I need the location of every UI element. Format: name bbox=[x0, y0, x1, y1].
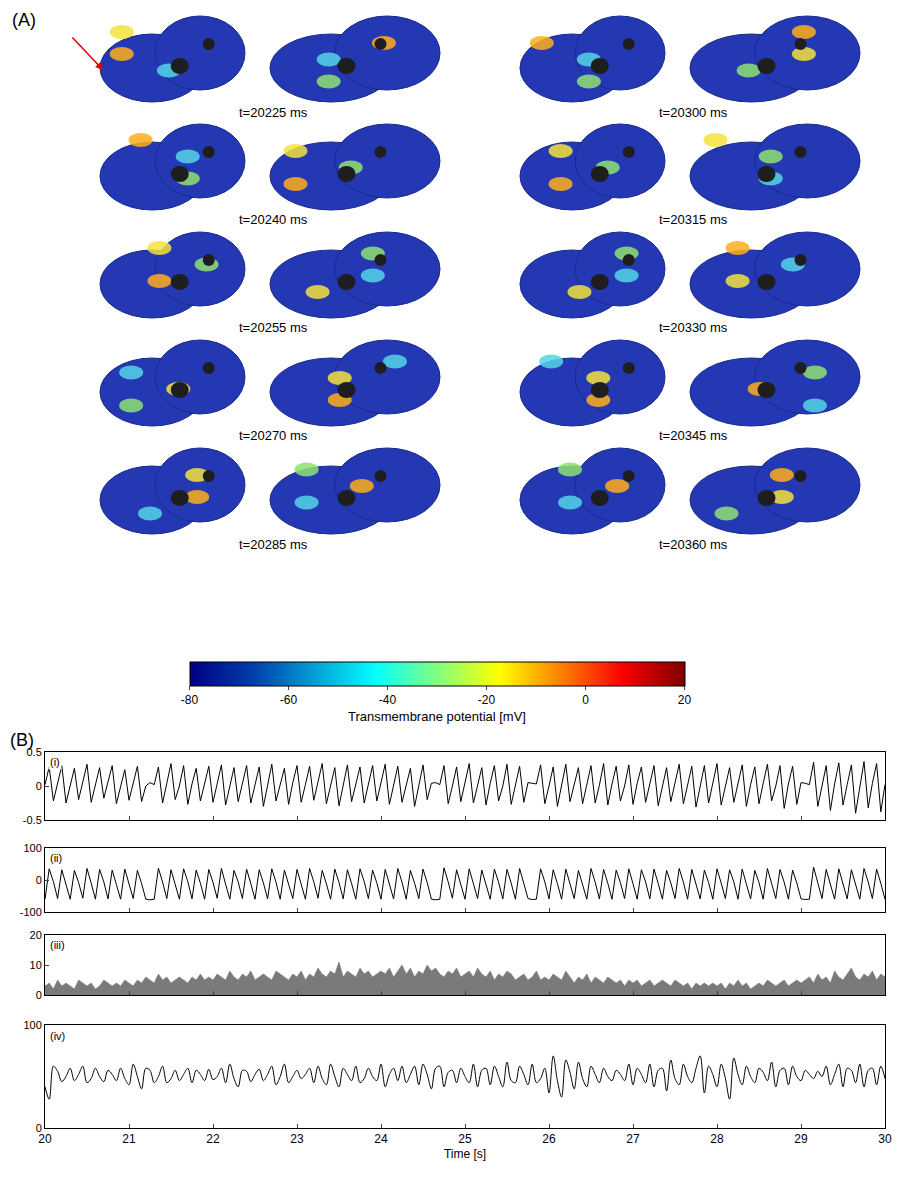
svg-text:(i): (i) bbox=[50, 756, 60, 768]
svg-text:t=20330 ms: t=20330 ms bbox=[659, 320, 728, 335]
svg-text:Transmembrane potential [mV]: Transmembrane potential [mV] bbox=[348, 709, 526, 724]
svg-text:0.5: 0.5 bbox=[27, 746, 42, 758]
svg-text:0: 0 bbox=[36, 874, 42, 886]
svg-text:21: 21 bbox=[122, 1132, 136, 1146]
svg-text:-100: -100 bbox=[20, 906, 42, 918]
svg-text:t=20270 ms: t=20270 ms bbox=[239, 428, 308, 443]
svg-text:t=20225 ms: t=20225 ms bbox=[239, 105, 308, 120]
svg-text:23: 23 bbox=[290, 1132, 304, 1146]
svg-text:10: 10 bbox=[30, 959, 42, 971]
svg-text:0: 0 bbox=[36, 1122, 42, 1134]
svg-text:20: 20 bbox=[678, 693, 692, 707]
svg-text:26: 26 bbox=[542, 1132, 556, 1146]
svg-text:0: 0 bbox=[36, 780, 42, 792]
svg-text:25: 25 bbox=[458, 1132, 472, 1146]
svg-text:-60: -60 bbox=[280, 693, 298, 707]
svg-text:28: 28 bbox=[710, 1132, 724, 1146]
svg-text:t=20285 ms: t=20285 ms bbox=[239, 537, 308, 552]
svg-text:0: 0 bbox=[36, 989, 42, 1001]
svg-text:27: 27 bbox=[626, 1132, 640, 1146]
svg-text:0: 0 bbox=[582, 693, 589, 707]
svg-text:22: 22 bbox=[206, 1132, 220, 1146]
svg-text:30: 30 bbox=[878, 1132, 892, 1146]
svg-text:24: 24 bbox=[374, 1132, 388, 1146]
svg-text:t=20255 ms: t=20255 ms bbox=[239, 320, 308, 335]
svg-text:100: 100 bbox=[23, 1019, 41, 1031]
svg-text:t=20300 ms: t=20300 ms bbox=[659, 105, 728, 120]
svg-text:t=20345 ms: t=20345 ms bbox=[659, 428, 728, 443]
svg-text:(A): (A) bbox=[12, 10, 36, 30]
svg-text:(ii): (ii) bbox=[50, 852, 62, 864]
svg-text:(iii): (iii) bbox=[50, 939, 65, 951]
svg-text:t=20240 ms: t=20240 ms bbox=[239, 212, 308, 227]
svg-text:-80: -80 bbox=[181, 693, 199, 707]
svg-text:20: 20 bbox=[30, 929, 42, 941]
svg-text:-0.5: -0.5 bbox=[23, 814, 42, 826]
svg-text:-40: -40 bbox=[379, 693, 397, 707]
svg-text:t=20315 ms: t=20315 ms bbox=[659, 212, 728, 227]
svg-text:t=20360 ms: t=20360 ms bbox=[659, 537, 728, 552]
svg-text:(iv): (iv) bbox=[50, 1030, 65, 1042]
svg-text:(B): (B) bbox=[10, 730, 34, 750]
svg-text:-20: -20 bbox=[478, 693, 496, 707]
svg-text:Time [s]: Time [s] bbox=[444, 1147, 486, 1161]
svg-text:100: 100 bbox=[23, 842, 41, 854]
svg-text:29: 29 bbox=[794, 1132, 808, 1146]
svg-text:20: 20 bbox=[38, 1132, 52, 1146]
